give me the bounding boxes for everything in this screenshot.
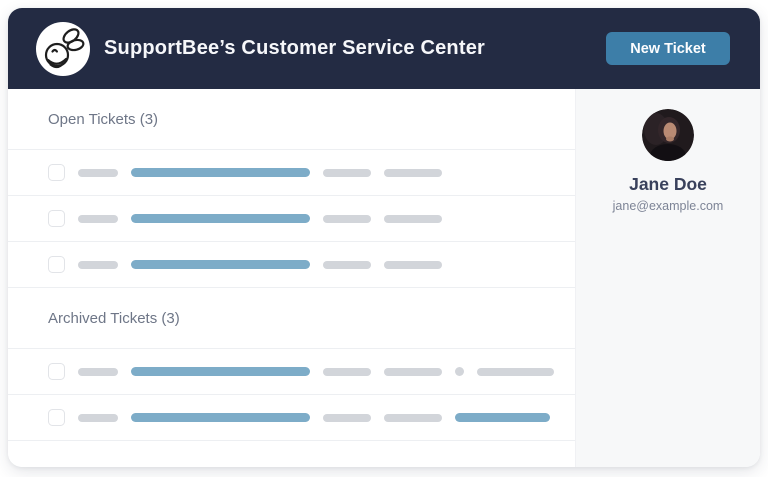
placeholder-bar-blue [131, 168, 310, 177]
placeholder-bar-gray [78, 260, 118, 269]
ticket-checkbox[interactable] [48, 164, 65, 181]
new-ticket-button[interactable]: New Ticket [606, 32, 730, 65]
ticket-row[interactable] [8, 150, 575, 196]
section-title: Open Tickets (3) [48, 110, 159, 128]
placeholder-bar-gray [384, 214, 442, 223]
user-sidebar: Jane Doe jane@example.com [575, 89, 760, 467]
ticket-row[interactable] [8, 196, 575, 242]
ticket-checkbox[interactable] [48, 256, 65, 273]
section-header: Open Tickets (3) [8, 89, 575, 150]
ticket-checkbox[interactable] [48, 409, 65, 426]
placeholder-bar-gray [384, 260, 442, 269]
app-header: SupportBee’s Customer Service Center New… [8, 8, 760, 89]
avatar[interactable] [642, 109, 694, 161]
placeholder-bar-gray [323, 260, 371, 269]
placeholder-bar-gray [477, 367, 554, 376]
placeholder-dot [455, 367, 464, 376]
placeholder-bar-blue [131, 413, 310, 422]
placeholder-bar-gray [384, 413, 442, 422]
placeholder-bar-gray [384, 367, 442, 376]
ticket-row[interactable] [8, 395, 575, 441]
placeholder-bar-blue [455, 413, 550, 422]
placeholder-bar-gray [78, 168, 118, 177]
user-name: Jane Doe [629, 174, 707, 194]
content-area: Open Tickets (3) Archived Tickets (3) Jan… [8, 89, 760, 467]
placeholder-bar-blue [131, 367, 310, 376]
section-header: Archived Tickets (3) [8, 288, 575, 349]
user-email: jane@example.com [612, 199, 724, 213]
placeholder-bar-gray [323, 413, 371, 422]
placeholder-bar-gray [384, 168, 442, 177]
user-photo-icon [642, 109, 694, 161]
placeholder-bar-gray [78, 413, 118, 422]
app-window: SupportBee’s Customer Service Center New… [8, 8, 760, 467]
ticket-checkbox[interactable] [48, 210, 65, 227]
ticket-row[interactable] [8, 242, 575, 288]
ticket-row[interactable] [8, 349, 575, 395]
page-title: SupportBee’s Customer Service Center [104, 37, 486, 59]
placeholder-bar-gray [323, 214, 371, 223]
logo-badge [36, 21, 90, 76]
ticket-checkbox[interactable] [48, 363, 65, 380]
ticket-list: Open Tickets (3) Archived Tickets (3) [8, 89, 575, 467]
placeholder-bar-blue [131, 214, 310, 223]
section-title: Archived Tickets (3) [48, 309, 180, 327]
placeholder-bar-gray [78, 367, 118, 376]
bee-icon [44, 27, 85, 68]
placeholder-bar-gray [78, 214, 118, 223]
placeholder-bar-blue [131, 260, 310, 269]
placeholder-bar-gray [323, 168, 371, 177]
placeholder-bar-gray [323, 367, 371, 376]
